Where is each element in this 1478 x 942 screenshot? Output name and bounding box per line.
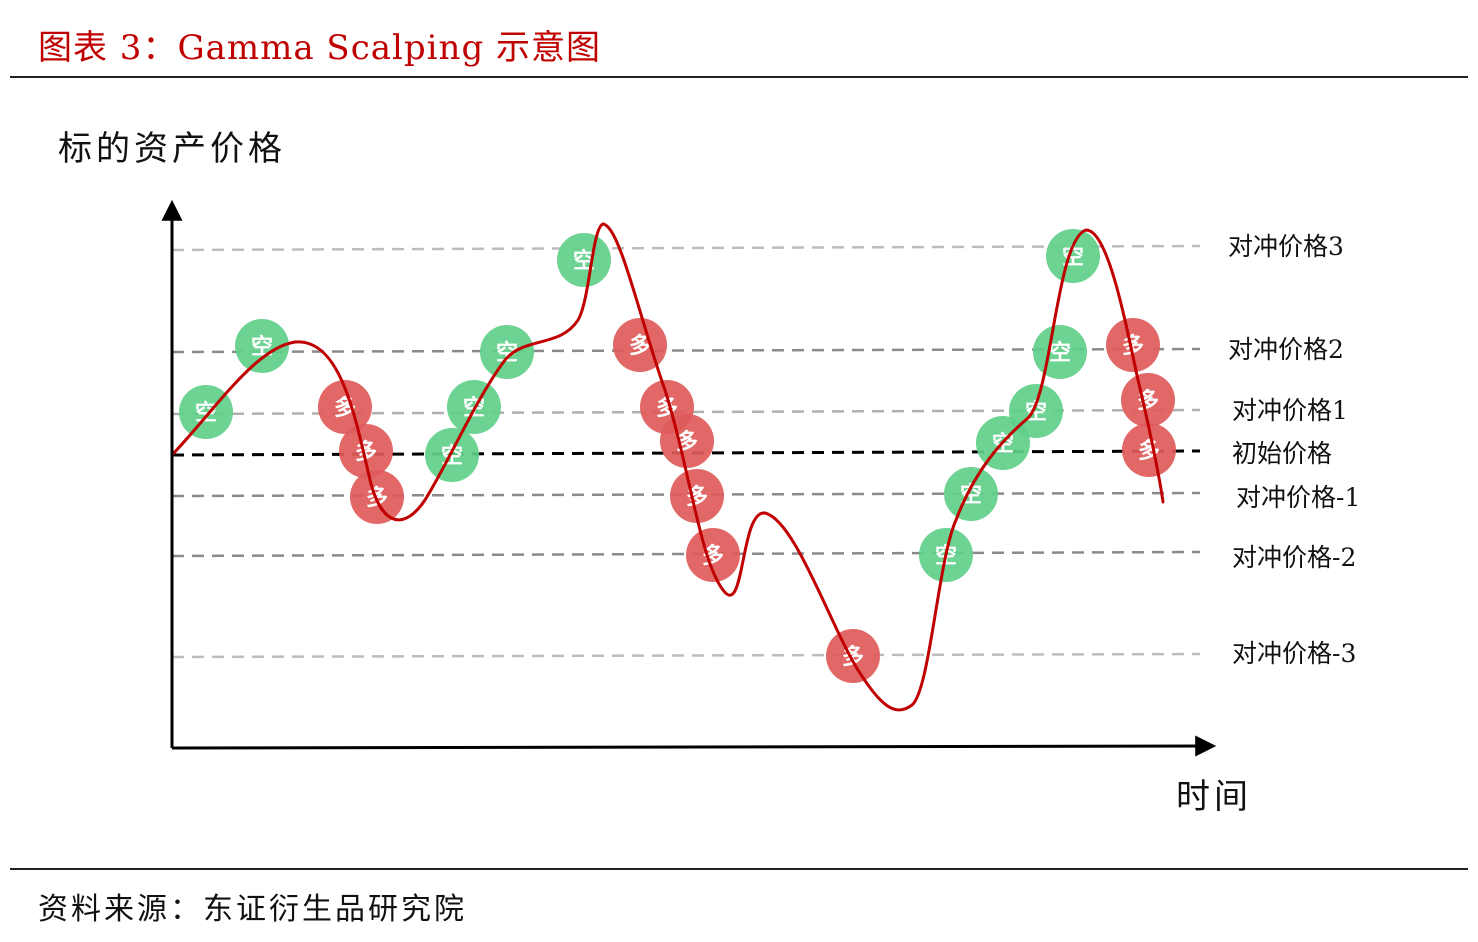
level-line-hedge-neg1 — [171, 491, 1201, 498]
svg-text:空: 空 — [195, 400, 217, 426]
level-label-hedge-neg2: 对冲价格-2 — [1232, 543, 1356, 572]
level-line-hedge-2 — [171, 347, 1201, 354]
svg-text:空: 空 — [496, 340, 518, 366]
svg-text:空: 空 — [251, 334, 273, 360]
source-note: 资料来源：东证衍生品研究院 — [38, 892, 467, 927]
level-label-initial: 初始价格 — [1232, 439, 1332, 468]
level-line-hedge-neg3 — [171, 652, 1201, 659]
price-curve — [170, 222, 1165, 712]
long-marker: 多 — [613, 318, 667, 372]
svg-text:多: 多 — [629, 333, 651, 359]
short-marker: 空 — [480, 325, 534, 379]
bottom-divider — [10, 868, 1468, 870]
long-marker: 多 — [350, 470, 404, 524]
svg-text:多: 多 — [702, 543, 724, 569]
y-axis-label: 标的资产价格 — [58, 129, 286, 169]
level-label-hedge-3: 对冲价格3 — [1228, 232, 1344, 261]
level-label-hedge-2: 对冲价格2 — [1228, 335, 1344, 364]
short-marker: 空 — [557, 233, 611, 287]
short-marker: 空 — [425, 428, 479, 482]
long-marker: 多 — [826, 629, 880, 683]
short-marker: 空 — [179, 385, 233, 439]
x-axis-label: 时间 — [1176, 777, 1252, 817]
long-marker: 多 — [339, 424, 393, 478]
short-marker: 空 — [1009, 384, 1063, 438]
svg-text:空: 空 — [1025, 399, 1047, 425]
figure-title: 图表 3：Gamma Scalping 示意图 — [38, 28, 602, 68]
short-marker: 空 — [1046, 229, 1100, 283]
svg-text:多: 多 — [1122, 333, 1144, 359]
markers: 空 空 空 空 空 空 空 空 空 空 空 空 多 多 多 多 多 多 多 多 … — [179, 229, 1176, 683]
level-line-hedge-3 — [171, 244, 1201, 252]
gamma-scalping-diagram: 标的资产价格 时间 对冲价格3 对冲价格2 对冲价格1 初始价格 对冲价格-1 … — [58, 129, 1360, 817]
long-marker: 多 — [1106, 318, 1160, 372]
short-marker: 空 — [944, 467, 998, 521]
long-marker: 多 — [686, 528, 740, 582]
long-marker: 多 — [660, 414, 714, 468]
top-divider — [10, 76, 1468, 78]
svg-text:空: 空 — [960, 482, 982, 508]
level-label-hedge-neg1: 对冲价格-1 — [1236, 483, 1360, 512]
short-marker: 空 — [1033, 325, 1087, 379]
level-labels: 对冲价格3 对冲价格2 对冲价格1 初始价格 对冲价格-1 对冲价格-2 对冲价… — [1228, 232, 1360, 668]
level-label-hedge-1: 对冲价格1 — [1232, 396, 1348, 425]
level-label-hedge-neg3: 对冲价格-3 — [1232, 639, 1356, 668]
svg-text:空: 空 — [1049, 340, 1071, 366]
level-line-hedge-neg2 — [171, 550, 1201, 558]
x-axis — [171, 735, 1217, 757]
